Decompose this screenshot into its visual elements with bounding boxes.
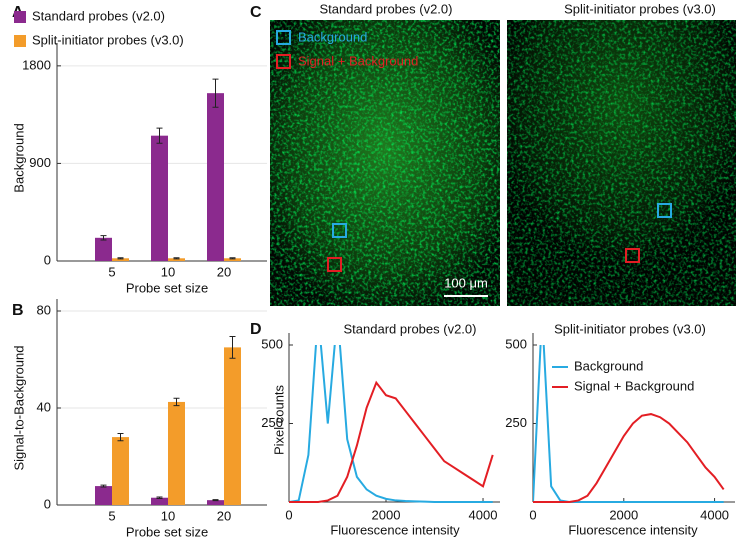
error-bar: [156, 127, 163, 144]
x-tick-label: 20: [217, 264, 231, 279]
roi-box: [625, 248, 640, 263]
image-title: Standard probes (v2.0): [320, 1, 453, 16]
image-texture: [270, 20, 500, 306]
error-bar: [117, 432, 124, 442]
x-axis-label: Probe set size: [126, 524, 208, 539]
legend-box: [276, 54, 291, 69]
x-axis-label: Probe set size: [126, 280, 208, 295]
legend-label: Signal + Background: [574, 378, 694, 393]
microscopy-panel: C Standard probes (v2.0) Split-initiator…: [250, 1, 736, 306]
legend-label: Background: [298, 29, 367, 44]
legend-swatch: [14, 11, 26, 23]
legend-box: [276, 30, 291, 45]
x-tick-label: 4000: [700, 507, 729, 522]
error-bar: [173, 257, 180, 260]
bar: [224, 347, 241, 505]
legend-label: Split-initiator probes (v3.0): [32, 32, 184, 47]
x-tick-label: 2000: [609, 507, 638, 522]
bar: [151, 497, 168, 505]
roi-box: [327, 257, 342, 272]
x-axis-label: Fluorescence intensity: [568, 522, 698, 537]
scale-bar-label: 100 μm: [444, 275, 488, 290]
panel-letter: D: [250, 321, 262, 338]
legend-label: Signal + Background: [298, 53, 418, 68]
y-tick-label: 1800: [22, 57, 51, 72]
bar: [207, 500, 224, 505]
error-bar: [100, 235, 107, 241]
legend-label: Background: [574, 358, 643, 373]
x-tick-label: 0: [529, 507, 536, 522]
image-texture: [507, 20, 736, 306]
bar: [95, 237, 112, 261]
error-bar: [100, 484, 107, 488]
x-tick-label: 0: [285, 507, 292, 522]
y-tick-label: 40: [37, 399, 51, 414]
histogram-line: [533, 413, 725, 503]
y-tick-label: 0: [44, 496, 51, 511]
error-bar: [212, 78, 219, 108]
image-title: Split-initiator probes (v3.0): [564, 1, 716, 16]
histogram-line: [533, 345, 724, 503]
bar: [168, 258, 185, 261]
histogram-line: [289, 380, 494, 503]
y-tick-label: 250: [505, 415, 527, 430]
error-bar: [229, 257, 236, 260]
error-bar: [173, 397, 180, 407]
roi-box: [657, 203, 672, 218]
bar: [224, 258, 241, 261]
x-axis-label: Fluorescence intensity: [330, 522, 460, 537]
panel-letter: B: [12, 302, 24, 319]
y-tick-label: 0: [44, 252, 51, 267]
legend-swatch: [14, 35, 26, 47]
x-tick-label: 4000: [469, 507, 498, 522]
x-tick-label: 5: [108, 508, 115, 523]
y-axis-label: Signal-to-Background: [11, 345, 26, 470]
y-axis-label: Background: [11, 123, 26, 192]
bar: [95, 486, 112, 505]
y-axis-label: Pixel counts: [271, 384, 286, 455]
y-tick-label: 80: [37, 302, 51, 317]
chart-title: Standard probes (v2.0): [344, 321, 477, 336]
x-tick-label: 20: [217, 508, 231, 523]
error-bar: [212, 499, 219, 502]
bar: [112, 437, 129, 505]
error-bar: [117, 257, 124, 260]
x-tick-label: 10: [161, 508, 175, 523]
legend-label: Standard probes (v2.0): [32, 8, 165, 23]
bar: [168, 401, 185, 505]
bar: [151, 135, 168, 261]
y-tick-label: 500: [261, 336, 283, 351]
x-tick-label: 5: [108, 264, 115, 279]
error-bar: [156, 496, 163, 499]
y-tick-label: 900: [29, 155, 51, 170]
histogram-line: [289, 345, 493, 503]
bar: [112, 258, 129, 261]
x-tick-label: 2000: [372, 507, 401, 522]
panel-letter: C: [250, 4, 262, 21]
roi-box: [332, 223, 347, 238]
x-tick-label: 10: [161, 264, 175, 279]
y-tick-label: 250: [261, 415, 283, 430]
error-bar: [229, 335, 236, 359]
y-tick-label: 500: [505, 336, 527, 351]
chart-title: Split-initiator probes (v3.0): [554, 321, 706, 336]
bar: [207, 93, 224, 261]
